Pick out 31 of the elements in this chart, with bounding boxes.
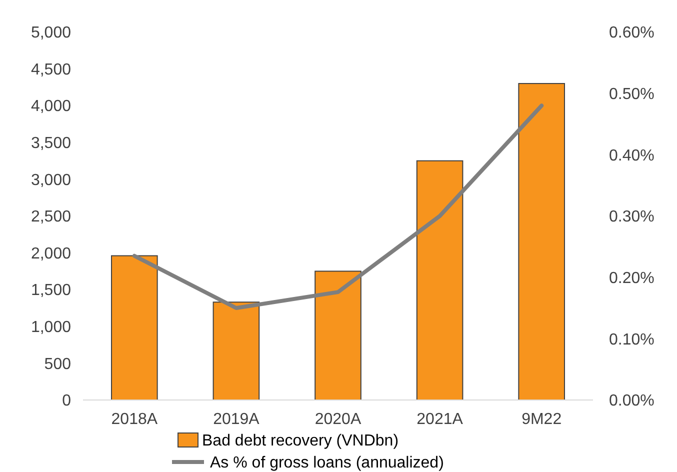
y-tick-label: 4,000: [30, 98, 72, 116]
bar: [111, 255, 158, 400]
y-tick-label: 2,000: [30, 245, 72, 262]
y-tick-label: 5,000: [30, 24, 72, 42]
x-tick-label: 2020A: [314, 411, 362, 428]
line-series: [132, 104, 544, 310]
y-tick-label: 0: [62, 392, 72, 410]
y-tick-label: 2,500: [30, 208, 72, 226]
y2-tick-label: 0.40%: [609, 147, 654, 164]
y-tick-label: 1,000: [30, 319, 72, 336]
y-tick-label: 3,500: [30, 135, 72, 152]
x-tick-label: 2019A: [213, 411, 260, 428]
y2-tick-label: 0.20%: [609, 270, 654, 287]
y2-tick-label: 0.30%: [609, 208, 654, 226]
legend-label: Bad debt recovery (VNDbn): [202, 432, 399, 450]
y2-tick-label: 0.60%: [609, 24, 654, 42]
y2-tick-label: 0.00%: [609, 392, 654, 410]
bar: [314, 270, 362, 400]
y-tick-label: 4,500: [30, 61, 72, 78]
x-tick-label: 2018A: [111, 411, 158, 428]
x-tick-label: 2021A: [416, 411, 464, 428]
x-tick-label: 9M22: [522, 411, 562, 428]
y-tick-label: 1,500: [30, 282, 72, 300]
bar: [416, 160, 464, 400]
y-tick-label: 3,000: [30, 172, 72, 189]
y2-tick-label: 0.50%: [609, 86, 654, 103]
bar: [518, 83, 565, 400]
legend-label: As % of gross loans (annualized): [210, 454, 444, 472]
bar: [212, 302, 260, 400]
y2-tick-label: 0.10%: [609, 331, 654, 348]
y-tick-label: 500: [44, 356, 72, 373]
